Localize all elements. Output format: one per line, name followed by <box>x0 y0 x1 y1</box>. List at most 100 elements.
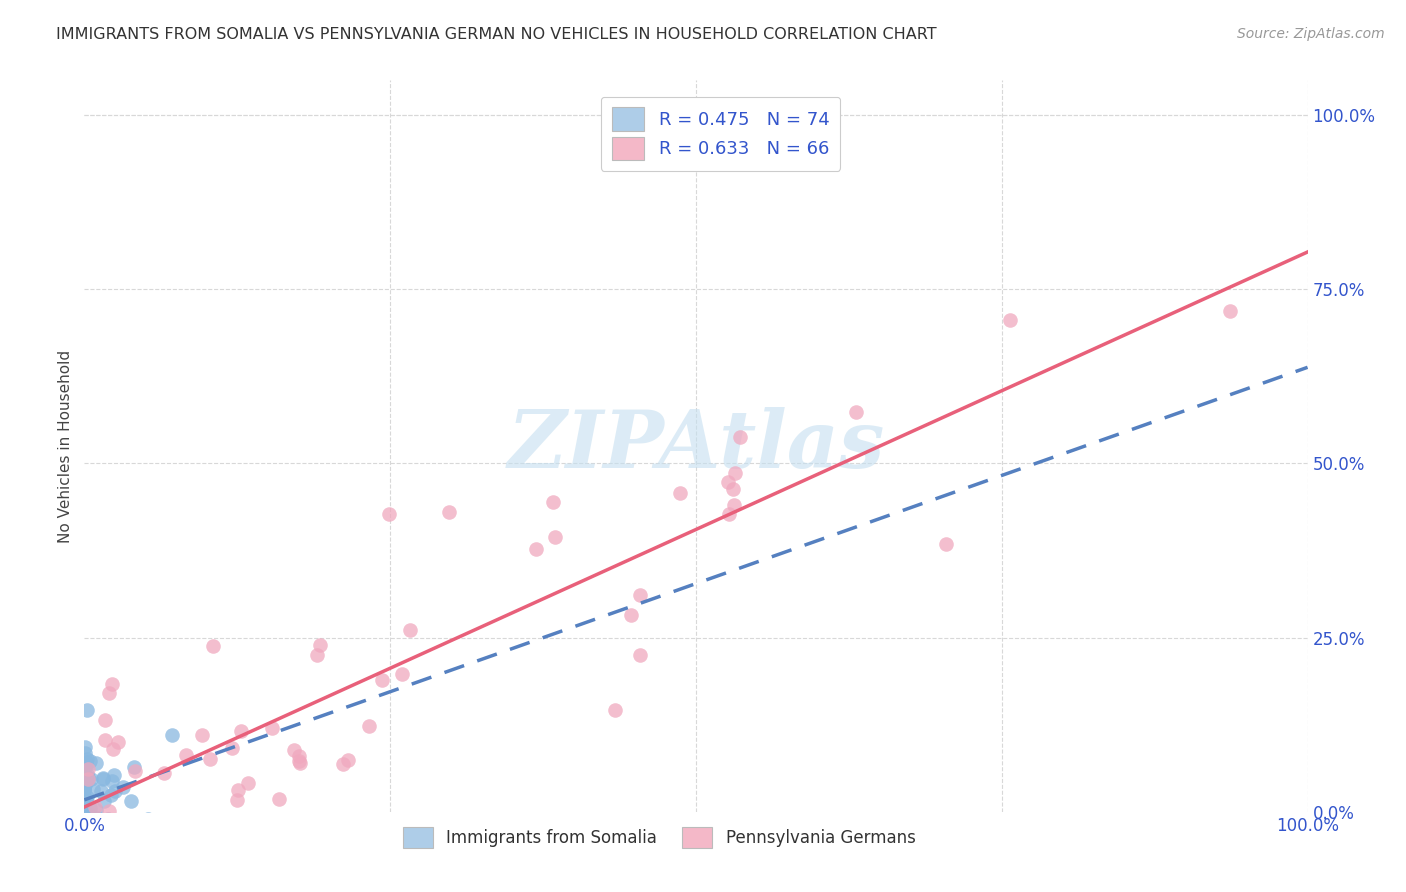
Point <box>73 805 96 819</box>
Point <box>76 772 98 786</box>
Point <box>145 819 167 833</box>
Point <box>76 752 98 766</box>
Point <box>91 771 114 785</box>
Point <box>73 740 96 755</box>
Point <box>76 703 98 717</box>
Point <box>73 782 96 797</box>
Point <box>336 753 359 767</box>
Point <box>93 819 115 833</box>
Point <box>73 802 96 816</box>
Point <box>159 819 181 833</box>
Point <box>159 819 181 833</box>
Text: ZIPAtlas: ZIPAtlas <box>508 408 884 484</box>
Point <box>75 812 97 826</box>
Point <box>75 807 97 822</box>
Point <box>73 812 96 826</box>
Point <box>91 772 114 786</box>
Point <box>73 746 96 760</box>
Point <box>229 724 252 739</box>
Point <box>73 760 96 774</box>
Y-axis label: No Vehicles in Household: No Vehicles in Household <box>58 350 73 542</box>
Point <box>73 812 96 826</box>
Point <box>73 812 96 826</box>
Point <box>201 640 224 654</box>
Point <box>75 771 97 785</box>
Point <box>79 754 101 768</box>
Point <box>75 756 97 770</box>
Point <box>75 793 97 807</box>
Point <box>120 794 142 808</box>
Point <box>76 767 98 781</box>
Point <box>73 812 96 826</box>
Point <box>668 486 690 500</box>
Point <box>73 778 96 792</box>
Point <box>84 756 107 771</box>
Point <box>86 811 108 825</box>
Point <box>75 793 97 807</box>
Point <box>359 719 381 733</box>
Point <box>524 542 547 557</box>
Point <box>79 801 101 815</box>
Point <box>93 713 115 727</box>
Point <box>97 686 120 700</box>
Point <box>73 761 96 775</box>
Point <box>73 782 96 797</box>
Point <box>94 733 117 747</box>
Point <box>127 819 149 833</box>
Point <box>82 781 104 796</box>
Point <box>221 740 243 755</box>
Point <box>845 404 868 418</box>
Point <box>398 623 420 637</box>
Point <box>717 475 740 489</box>
Point <box>97 804 120 818</box>
Point <box>76 812 98 826</box>
Point <box>724 466 747 480</box>
Point <box>73 812 96 826</box>
Point <box>77 812 100 826</box>
Point <box>122 760 145 774</box>
Point <box>225 793 247 807</box>
Point <box>101 677 124 691</box>
Point <box>544 530 567 544</box>
Point <box>80 812 103 826</box>
Point <box>93 794 115 808</box>
Point <box>73 777 96 791</box>
Point <box>437 505 460 519</box>
Point <box>86 819 108 833</box>
Point <box>75 771 97 785</box>
Point <box>80 812 103 826</box>
Point <box>190 728 212 742</box>
Point <box>84 803 107 817</box>
Point <box>77 807 100 822</box>
Point <box>998 313 1021 327</box>
Legend: Immigrants from Somalia, Pennsylvania Germans: Immigrants from Somalia, Pennsylvania Ge… <box>396 820 922 855</box>
Point <box>73 782 96 797</box>
Point <box>97 812 120 826</box>
Point <box>153 765 176 780</box>
Point <box>79 819 101 833</box>
Point <box>238 776 260 790</box>
Point <box>75 812 97 826</box>
Point <box>75 812 97 826</box>
Point <box>80 812 103 826</box>
Point <box>605 703 627 717</box>
Point <box>104 783 127 797</box>
Point <box>73 812 96 826</box>
Point <box>124 764 146 779</box>
Point <box>378 507 401 521</box>
Point <box>75 812 97 826</box>
Point <box>543 495 565 509</box>
Point <box>283 743 305 757</box>
Point <box>76 789 98 804</box>
Point <box>288 748 311 763</box>
Point <box>90 784 112 798</box>
Point <box>111 780 134 795</box>
Point <box>288 755 311 769</box>
Point <box>73 797 96 811</box>
Point <box>226 782 249 797</box>
Point <box>620 608 643 623</box>
Point <box>160 728 183 742</box>
Point <box>309 638 332 652</box>
Point <box>73 812 96 826</box>
Point <box>76 812 98 826</box>
